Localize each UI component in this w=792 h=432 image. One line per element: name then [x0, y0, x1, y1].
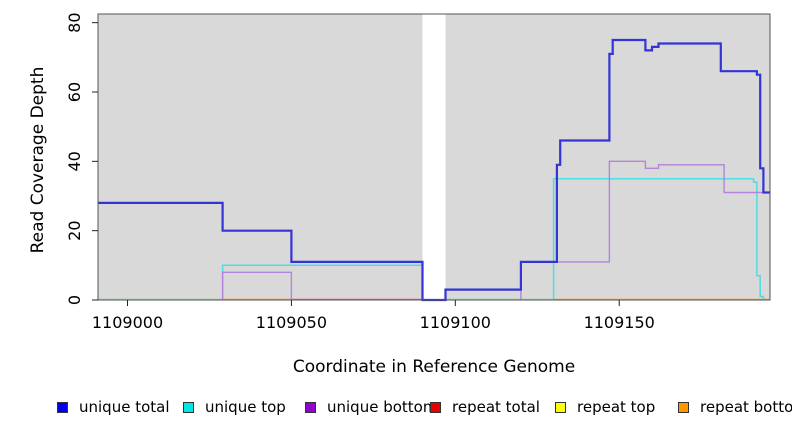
legend-label: repeat top	[577, 398, 656, 416]
legend-item-unique-bottom: unique bottom	[305, 398, 437, 416]
series-line-unique-bottom	[221, 271, 293, 300]
x-tick-label: 1109050	[256, 313, 327, 332]
y-tick-label: 80	[65, 12, 84, 32]
series-line-unique-top	[552, 177, 765, 300]
legend-swatch-icon	[678, 401, 689, 413]
legend-swatch-icon	[430, 401, 441, 413]
legend-swatch-icon	[555, 401, 566, 413]
legend-item-repeat-top: repeat top	[555, 398, 655, 416]
x-tick-label: 1109100	[420, 313, 491, 332]
x-tick-label: 1109000	[92, 313, 163, 332]
legend-item-unique-total: unique total	[57, 398, 170, 416]
y-tick-label: 0	[65, 295, 84, 305]
legend-swatch-icon	[305, 401, 316, 413]
legend: unique total unique top unique bottom repea…	[0, 398, 792, 420]
series-line-unique-bottom	[520, 160, 770, 300]
y-tick-label: 40	[65, 151, 84, 171]
plot-border	[97, 13, 771, 301]
coverage-chart: 1109000 1109050 1109100 1109150 0 20 40 60 80	[65, 12, 771, 332]
legend-item-unique-top: unique top	[183, 398, 286, 416]
legend-label: unique top	[205, 398, 286, 416]
no-data-gap-band	[422, 14, 446, 300]
legend-item-repeat-total: repeat total	[430, 398, 540, 416]
y-tick-label: 20	[65, 220, 84, 240]
y-tick-label: 60	[65, 82, 84, 102]
legend-swatch-icon	[57, 401, 68, 413]
x-axis-label: Coordinate in Reference Genome	[292, 357, 576, 377]
legend-label: repeat bottom	[700, 398, 792, 416]
y-axis-label: Read Coverage Depth	[28, 66, 48, 254]
legend-label: unique total	[79, 398, 170, 416]
legend-swatch-icon	[183, 401, 194, 413]
legend-item-repeat-bottom: repeat bottom	[678, 398, 792, 416]
x-tick-label: 1109150	[584, 313, 655, 332]
series-line-unique-total	[98, 38, 770, 302]
legend-label: unique bottom	[327, 398, 438, 416]
legend-label: repeat total	[452, 398, 540, 416]
